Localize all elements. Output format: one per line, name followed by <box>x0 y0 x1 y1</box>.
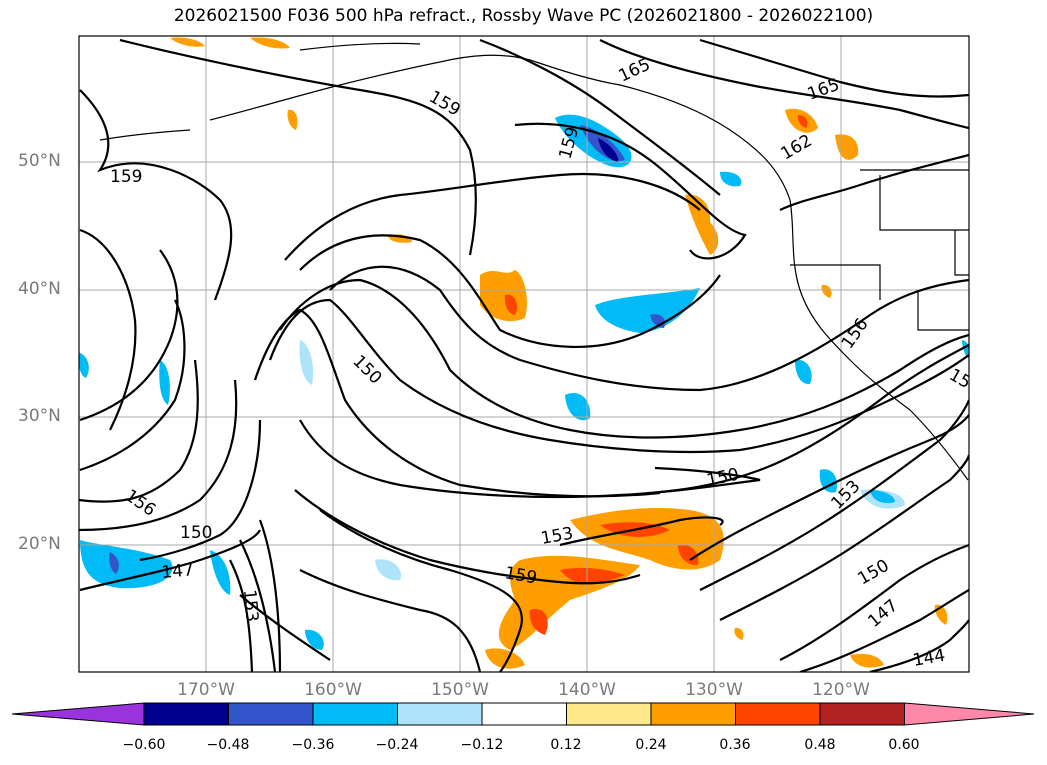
map-plot-area: 159 159 165 165 159 162 156 150 156 15 1… <box>79 36 975 672</box>
colorbar-tick-label: 0.24 <box>635 737 667 753</box>
contour-label: 156 <box>838 315 873 353</box>
colorbar-extend-min <box>11 702 145 726</box>
contour-label: 159 <box>556 125 584 162</box>
map-frame <box>78 35 970 673</box>
colorbar-extend-max <box>904 702 1035 726</box>
colorbar-tick-label: −0.60 <box>122 737 166 753</box>
lat-label: 40°N <box>18 279 61 299</box>
contour-label: 159 <box>426 87 464 121</box>
lat-label: 30°N <box>18 406 61 426</box>
colorbar-tick-label: 0.12 <box>550 737 582 753</box>
contours <box>79 38 969 672</box>
contour-label: 159 <box>503 563 538 588</box>
lon-label: 130°W <box>685 680 743 700</box>
colorbar-tick-label: 0.60 <box>888 737 920 753</box>
contour-label: 162 <box>778 131 816 165</box>
map-title: 2026021500 F036 500 hPa refract., Rossby… <box>173 6 874 26</box>
lon-label: 170°W <box>177 680 235 700</box>
colorbar-tick-label: 0.48 <box>804 737 836 753</box>
contour-label: 147 <box>161 560 195 583</box>
colorbar-tick-label: −0.36 <box>291 737 335 753</box>
lon-label: 120°W <box>812 680 870 700</box>
colorbar-tick-label: −0.48 <box>206 737 250 753</box>
lat-label: 20°N <box>18 534 61 554</box>
colorbar <box>11 702 1035 726</box>
contour-label: 153 <box>239 589 262 623</box>
contour-label: 159 <box>110 167 142 187</box>
lat-label: 50°N <box>18 151 61 171</box>
lon-label: 160°W <box>304 680 362 700</box>
colorbar-tick-label: −0.12 <box>460 737 504 753</box>
contour-label: 150 <box>180 523 212 543</box>
anomaly-shading <box>79 37 969 669</box>
contour-label: 15 <box>946 365 975 393</box>
contour-label: 150 <box>705 465 741 491</box>
colorbar-tick-label: 0.36 <box>719 737 751 753</box>
lon-label: 150°W <box>431 680 489 700</box>
coastlines <box>99 42 969 481</box>
colorbar-tick-label: −0.24 <box>375 737 419 753</box>
contour-label: 144 <box>911 646 946 671</box>
lon-label: 140°W <box>558 680 616 700</box>
contour-label: 150 <box>855 556 893 590</box>
